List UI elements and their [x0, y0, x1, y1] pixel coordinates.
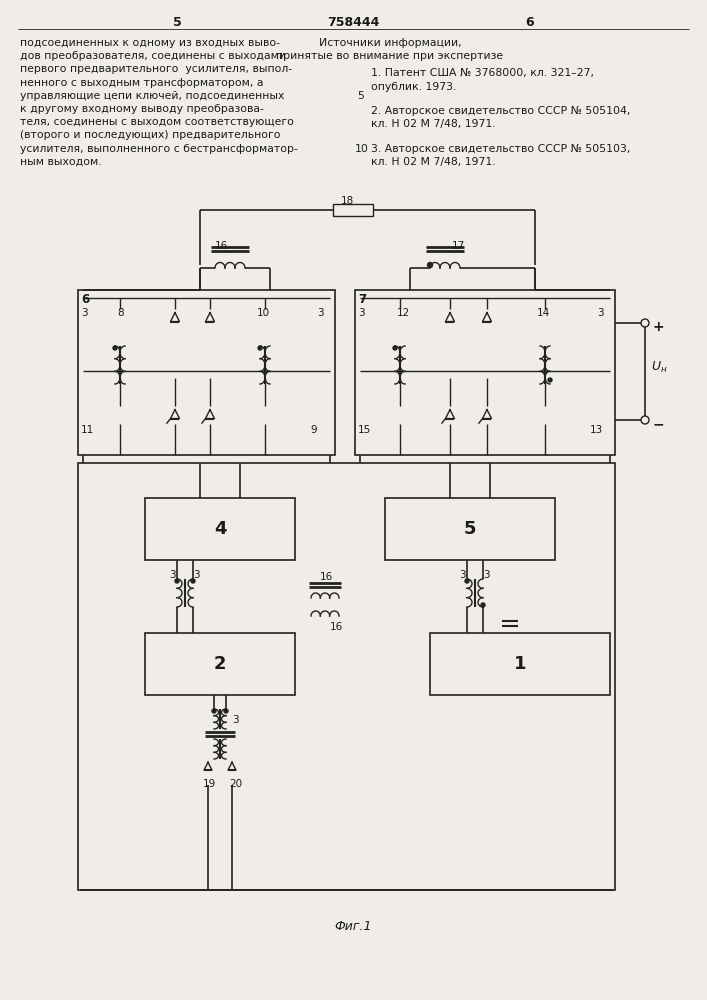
- Text: 2: 2: [214, 655, 226, 673]
- Text: 3: 3: [459, 570, 466, 580]
- Text: 8: 8: [117, 308, 124, 318]
- Bar: [78, 290, 335, 455]
- Text: 16: 16: [330, 622, 344, 632]
- Bar: [430, 633, 610, 695]
- Circle shape: [393, 346, 397, 350]
- Circle shape: [465, 579, 469, 583]
- Text: 3: 3: [358, 308, 365, 318]
- Text: 16: 16: [215, 241, 228, 251]
- Text: 17: 17: [452, 241, 465, 251]
- Text: 1. Патент США № 3768000, кл. 321–27,: 1. Патент США № 3768000, кл. 321–27,: [371, 68, 594, 78]
- Text: 3: 3: [169, 570, 175, 580]
- Text: кл. Н 02 М 7/48, 1971.: кл. Н 02 М 7/48, 1971.: [371, 157, 496, 167]
- Bar: [145, 498, 295, 560]
- Text: дов преобразователя, соединены с выходами: дов преобразователя, соединены с выходам…: [20, 51, 286, 61]
- Bar: [145, 633, 295, 695]
- Text: ненного с выходным трансформатором, а: ненного с выходным трансформатором, а: [20, 78, 264, 88]
- Text: (второго и последующих) предварительного: (второго и последующих) предварительного: [20, 130, 281, 140]
- Text: 1: 1: [514, 655, 526, 673]
- Text: 16: 16: [320, 572, 333, 582]
- Text: 3. Авторское свидетельство СССР № 505103,: 3. Авторское свидетельство СССР № 505103…: [371, 144, 631, 154]
- Bar: [333, 204, 373, 216]
- Text: 10: 10: [257, 308, 270, 318]
- Text: Источники информации,: Источники информации,: [319, 38, 461, 48]
- Text: 3: 3: [483, 570, 490, 580]
- Text: 3: 3: [232, 715, 239, 725]
- Text: кл. Н 02 М 7/48, 1971.: кл. Н 02 М 7/48, 1971.: [371, 119, 496, 129]
- Text: 15: 15: [358, 425, 371, 435]
- Text: 11: 11: [81, 425, 94, 435]
- Text: 13: 13: [590, 425, 603, 435]
- Text: принятые во внимание при экспертизе: принятые во внимание при экспертизе: [276, 51, 503, 61]
- Text: усилителя, выполненного с бестрансформатор-: усилителя, выполненного с бестрансформат…: [20, 144, 298, 154]
- Text: управляющие цепи ключей, подсоединенных: управляющие цепи ключей, подсоединенных: [20, 91, 284, 101]
- Text: 14: 14: [537, 308, 550, 318]
- Text: опублик. 1973.: опублик. 1973.: [371, 82, 457, 92]
- Circle shape: [428, 262, 433, 267]
- Text: 3: 3: [317, 308, 324, 318]
- Text: 10: 10: [355, 144, 369, 154]
- Text: 7: 7: [358, 293, 366, 306]
- Bar: [78, 463, 615, 890]
- Bar: [355, 290, 615, 455]
- Text: ным выходом.: ным выходом.: [20, 157, 102, 167]
- Circle shape: [224, 709, 228, 713]
- Circle shape: [212, 709, 216, 713]
- Text: 4: 4: [214, 520, 226, 538]
- Text: первого предварительного  усилителя, выпол-: первого предварительного усилителя, выпо…: [20, 64, 292, 74]
- Text: 5: 5: [464, 520, 477, 538]
- Text: 5: 5: [173, 16, 182, 29]
- Text: 3: 3: [597, 308, 604, 318]
- Circle shape: [548, 378, 552, 382]
- Text: 19: 19: [203, 779, 216, 789]
- Text: $U_н$: $U_н$: [651, 360, 667, 375]
- Text: 18: 18: [340, 196, 354, 206]
- Text: к другому входному выводу преобразова-: к другому входному выводу преобразова-: [20, 104, 264, 114]
- Circle shape: [481, 603, 485, 607]
- Text: 20: 20: [229, 779, 242, 789]
- Text: теля, соединены с выходом соответствующего: теля, соединены с выходом соответствующе…: [20, 117, 294, 127]
- Text: 758444: 758444: [327, 16, 379, 29]
- Text: +: +: [653, 320, 665, 334]
- Text: 6: 6: [81, 293, 89, 306]
- Text: 12: 12: [397, 308, 410, 318]
- Text: 5: 5: [357, 91, 364, 101]
- Circle shape: [258, 346, 262, 350]
- Text: 2. Авторское свидетельство СССР № 505104,: 2. Авторское свидетельство СССР № 505104…: [371, 106, 631, 116]
- Text: −: −: [653, 417, 665, 431]
- Text: подсоединенных к одному из входных выво-: подсоединенных к одному из входных выво-: [20, 38, 280, 48]
- Circle shape: [175, 579, 179, 583]
- Circle shape: [191, 579, 195, 583]
- Text: 9: 9: [310, 425, 317, 435]
- Text: 6: 6: [526, 16, 534, 29]
- Text: Фиг.1: Фиг.1: [334, 920, 372, 933]
- Bar: [385, 498, 555, 560]
- Text: 3: 3: [81, 308, 88, 318]
- Text: 3: 3: [193, 570, 199, 580]
- Circle shape: [113, 346, 117, 350]
